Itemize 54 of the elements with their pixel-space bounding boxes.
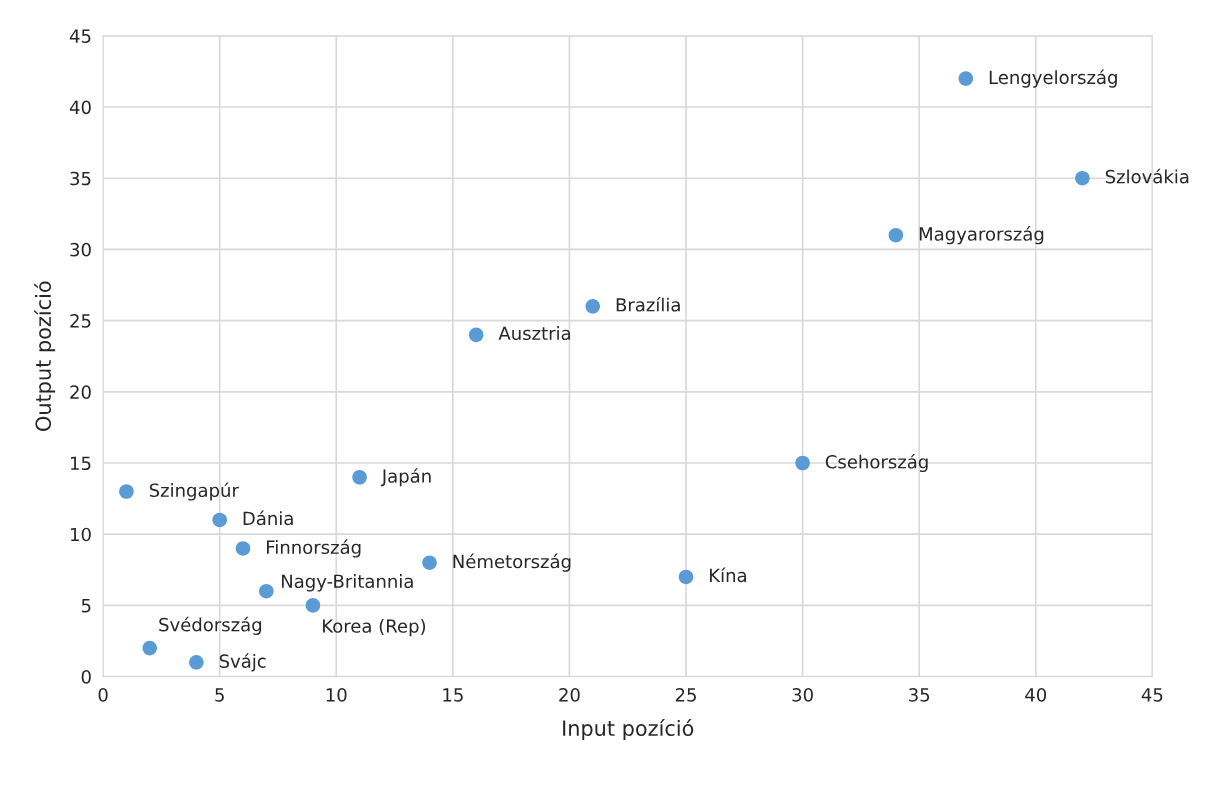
point <box>142 640 158 656</box>
point <box>212 512 227 528</box>
y-tick-label: 35 <box>70 171 91 186</box>
annotation: Korea (Rep) <box>323 618 426 637</box>
annotation: Szlovákia <box>1105 168 1189 184</box>
annotation: Lengyelország <box>989 69 1117 88</box>
point <box>305 598 321 613</box>
annotation: Németország <box>453 553 571 572</box>
point <box>422 555 437 570</box>
point <box>189 655 204 670</box>
annotation: Svédország <box>159 616 262 635</box>
annotation: Finnország <box>267 539 361 558</box>
x-tick-label: 35 <box>909 688 930 702</box>
point <box>259 583 274 599</box>
point <box>585 299 601 314</box>
point <box>795 455 810 471</box>
y-tick-label: 25 <box>70 314 91 328</box>
annotation: Ausztria <box>498 326 571 341</box>
point <box>1075 170 1090 186</box>
point <box>678 569 694 585</box>
annotation: Svájc <box>219 653 266 672</box>
y-tick-label: 15 <box>71 456 91 471</box>
x-tick-label: 0 <box>98 688 108 702</box>
y-tick-label: 30 <box>70 242 91 257</box>
annotation: Csehország <box>825 453 928 473</box>
y-tick-label: 0 <box>81 670 91 684</box>
point <box>468 327 484 343</box>
point <box>352 469 367 485</box>
annotation: Nagy-Britannia <box>281 574 413 592</box>
y-tick-label: 10 <box>71 527 91 542</box>
y-tick-label: 5 <box>81 599 91 613</box>
annotation: Kína <box>710 567 746 583</box>
annotation: Szingapúr <box>149 482 239 501</box>
x-axis-title: Input pozíció <box>563 719 694 741</box>
x-tick-label: 10 <box>326 688 347 702</box>
x-tick-label: 25 <box>675 688 696 702</box>
y-axis-title: Output pozíció <box>34 281 56 431</box>
x-tick-label: 30 <box>792 688 813 702</box>
x-tick-label: 20 <box>559 688 580 702</box>
annotation: Brazília <box>616 296 680 312</box>
y-tick-label: 45 <box>69 29 91 43</box>
annotation: Magyarország <box>919 226 1044 245</box>
x-tick-label: 5 <box>215 688 224 702</box>
point <box>235 541 251 556</box>
y-tick-label: 40 <box>69 100 91 115</box>
point <box>888 227 904 243</box>
x-tick-label: 40 <box>1025 688 1047 702</box>
y-tick-label: 20 <box>70 385 91 399</box>
point <box>958 71 974 86</box>
x-tick-label: 45 <box>1141 688 1163 702</box>
annotation: Dánia <box>243 510 293 526</box>
point <box>119 484 134 499</box>
x-tick-label: 15 <box>443 688 463 702</box>
annotation: Japán <box>380 468 431 487</box>
